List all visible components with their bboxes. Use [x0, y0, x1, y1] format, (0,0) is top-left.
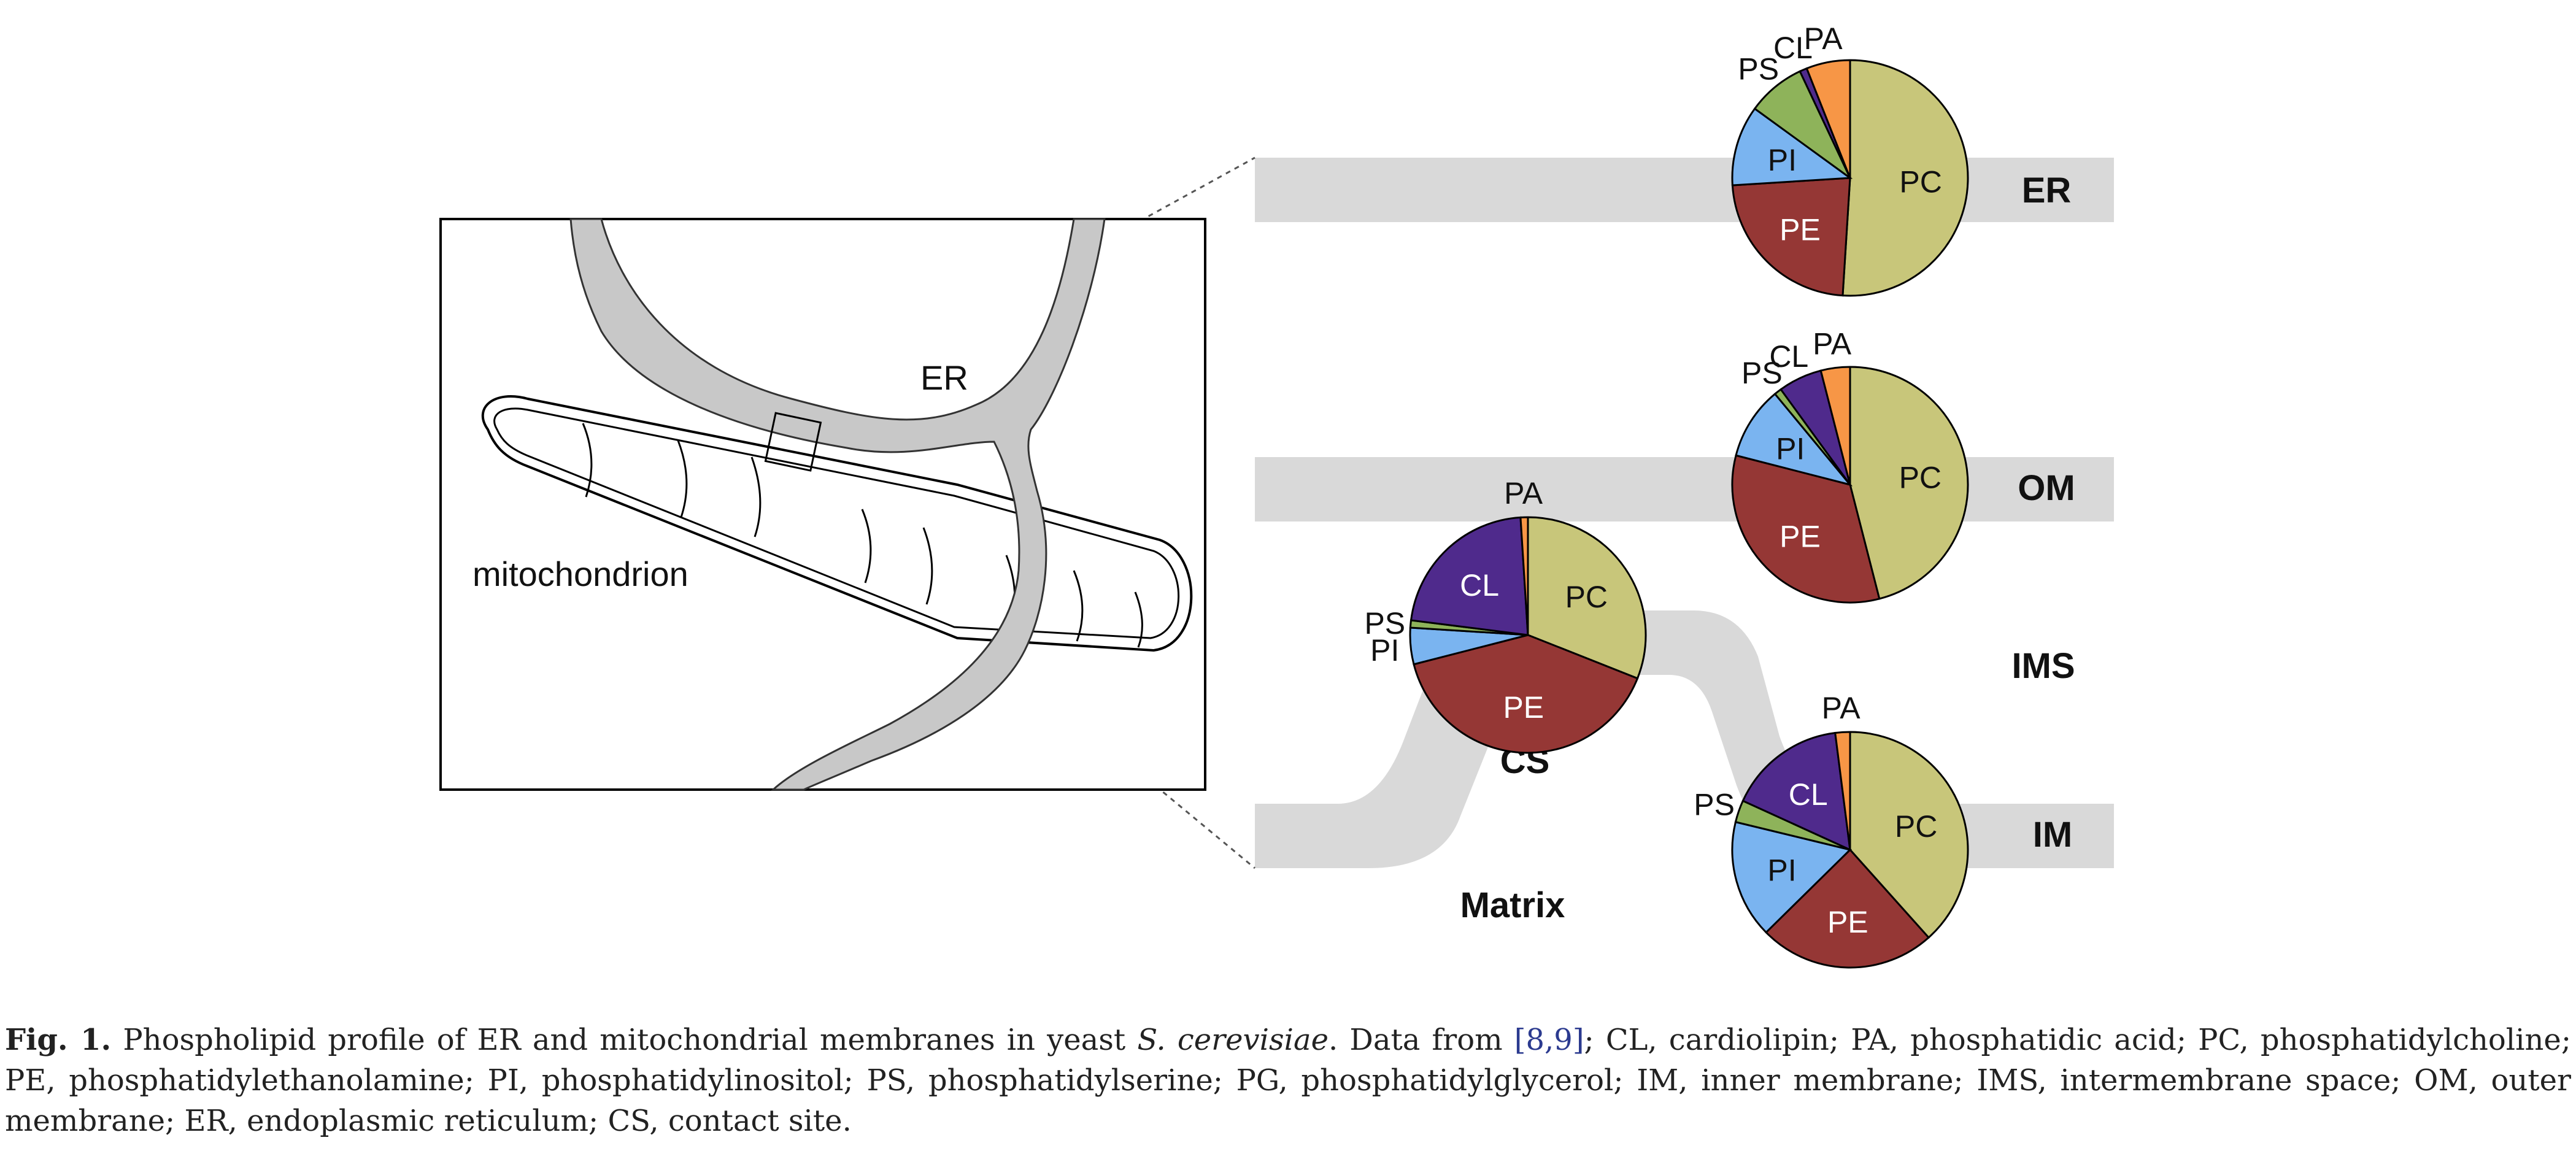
band-label-er: ER [2022, 171, 2072, 210]
mitochondrion-label: mitochondrion [472, 555, 688, 593]
pie-label-cs-ps: PS [1364, 606, 1405, 641]
pie-label-cs-cl: CL [1460, 568, 1499, 602]
pie-label-er-pa: PA [1804, 21, 1843, 56]
pie-label-im-cl: CL [1789, 777, 1828, 812]
pie-label-im-pc: PC [1895, 809, 1937, 844]
pie-slice-om-pa [1819, 366, 1851, 485]
pie-slice-cs-pa [1519, 516, 1529, 636]
band-label-matrix: Matrix [1460, 885, 1565, 925]
pie-slice-im-pc [1849, 731, 1969, 939]
pie-im: PC PE PI PS CL PA [1694, 691, 1969, 969]
figure-caption: Fig. 1. Phospholipid profile of ER and m… [5, 1020, 2571, 1141]
pie-slice-cs-cl [1409, 516, 1529, 636]
pie-slice-cs-pe [1413, 634, 1639, 754]
pie-label-om-pc: PC [1899, 461, 1942, 495]
pie-label-er-pe: PE [1780, 213, 1821, 247]
pie-slice-er-ps [1753, 70, 1851, 179]
pie-label-om-cl: CL [1769, 339, 1808, 374]
pie-label-er-pc: PC [1899, 165, 1942, 199]
band-label-im: IM [2033, 815, 2072, 855]
pie-label-om-pi: PI [1776, 431, 1805, 466]
caption-text-3: ; CL, cardiolipin; PA, phosphatidic acid… [5, 1023, 2571, 1138]
pie-label-im-pi: PI [1767, 853, 1796, 888]
pie-slice-er-pi [1731, 107, 1853, 187]
caption-fig-label: Fig. 1. [5, 1023, 112, 1057]
pie-label-im-pa: PA [1822, 691, 1861, 725]
pie-label-cs-pe: PE [1503, 690, 1544, 725]
pie-slice-im-pi [1731, 820, 1852, 934]
pie-label-im-pe: PE [1827, 905, 1868, 939]
pie-slice-er-pe [1731, 177, 1851, 297]
band-label-om: OM [2018, 468, 2075, 508]
pie-slice-er-pa [1805, 59, 1851, 179]
caption-refs-link[interactable]: [8,9] [1514, 1023, 1584, 1057]
pie-label-om-pa: PA [1813, 327, 1852, 361]
caption-text-2: . Data from [1328, 1023, 1514, 1057]
pie-slice-im-pa [1834, 731, 1851, 850]
pie-slice-im-pe [1765, 848, 1930, 969]
er-tubule-drawing [569, 218, 1106, 791]
pie-label-om-ps: PS [1741, 356, 1783, 390]
caption-species: S. cerevisiae [1137, 1023, 1328, 1057]
pie-slice-cs-pc [1527, 516, 1647, 680]
pie-slice-om-pi [1735, 392, 1853, 487]
om-membrane-band [1255, 457, 2114, 522]
pie-label-cs-pi: PI [1370, 633, 1399, 668]
pie-slice-om-pe [1731, 454, 1881, 604]
pie-label-er-ps: PS [1738, 52, 1779, 87]
zoom-box [764, 412, 822, 472]
pie-slice-om-pc [1849, 366, 1969, 600]
pie-label-im-ps: PS [1694, 787, 1735, 822]
pie-label-om-pe: PE [1780, 520, 1821, 554]
er-label: ER [920, 358, 968, 397]
pie-label-er-cl: CL [1773, 31, 1813, 65]
band-label-ims: IMS [2011, 646, 2075, 686]
pie-slice-er-pc [1841, 59, 1969, 297]
pie-label-er-pi: PI [1768, 143, 1797, 177]
pie-label-cs-pc: PC [1565, 580, 1608, 614]
caption-text-1: Phospholipid profile of ER and mitochond… [111, 1023, 1138, 1057]
er-membrane-band [1255, 158, 2114, 222]
pie-label-cs-pa: PA [1504, 476, 1543, 510]
pie-slice-im-cl [1741, 731, 1851, 852]
